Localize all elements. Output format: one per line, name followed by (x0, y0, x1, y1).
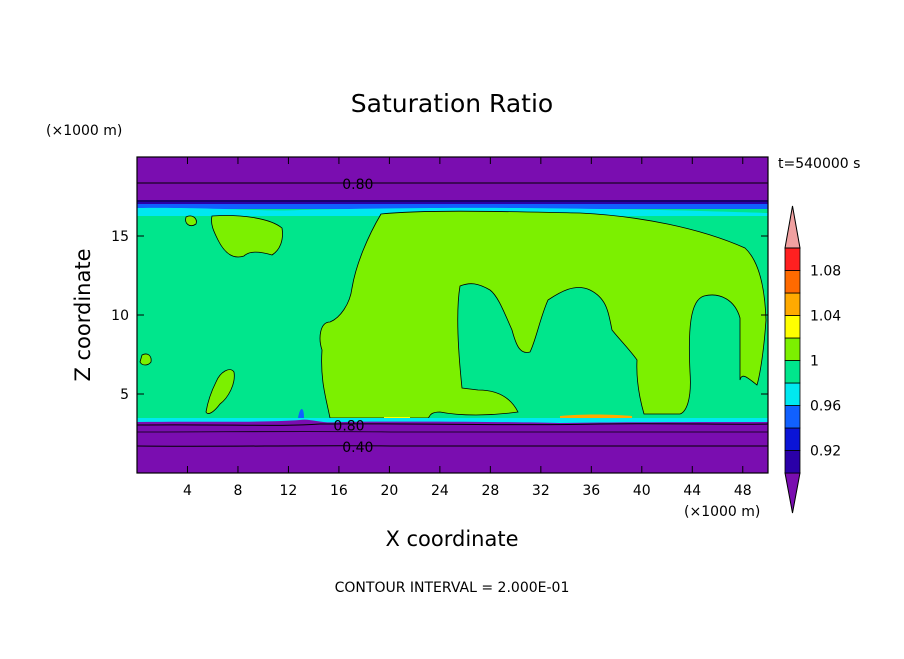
cloud-region-small-3 (185, 215, 197, 226)
contour-line-lower-060 (137, 431, 768, 433)
colorbar-swatch (784, 292, 801, 316)
colorbar-swatch (784, 247, 801, 271)
x-unit-label: (×1000 m) (684, 504, 760, 520)
colorbar-swatch (784, 450, 801, 474)
x-tick-label: 48 (734, 483, 752, 499)
colorbar-swatch (784, 360, 801, 384)
colorbar-label: 1.04 (810, 309, 841, 325)
cloud-region-main (319, 210, 767, 419)
y-tick-label: 5 (120, 387, 129, 403)
cloud-region-small-2 (139, 353, 152, 366)
y-tick-label: 15 (111, 229, 129, 245)
contour-label: 0.80 (342, 177, 373, 193)
colorbar-extend-low (784, 472, 801, 514)
contour-interval-note: CONTOUR INTERVAL = 2.000E-01 (335, 580, 570, 596)
contour-label: 0.40 (342, 440, 373, 456)
x-tick-label: 20 (380, 483, 398, 499)
colorbar-label: 1 (810, 354, 819, 370)
cloud-region-small-1 (205, 369, 235, 414)
y-axis-title: Z coordinate (71, 248, 95, 381)
colorbar-swatch (784, 337, 801, 361)
colorbar-swatch (784, 270, 801, 294)
colorbar-label: 1.08 (810, 264, 841, 280)
x-tick-label: 8 (233, 483, 242, 499)
y-unit-label: (×1000 m) (46, 123, 122, 139)
blue-blip (298, 409, 304, 418)
y-tick-label: 10 (111, 308, 129, 324)
x-tick-label: 16 (330, 483, 348, 499)
contour-line-lower-040 (137, 445, 768, 447)
x-tick-label: 44 (683, 483, 701, 499)
colorbar-label: 0.92 (810, 444, 841, 460)
colorbar-swatch (784, 382, 801, 406)
contour-label: 0.80 (333, 419, 364, 435)
chart-title: Saturation Ratio (351, 89, 553, 118)
colorbar-extend-high (784, 205, 801, 249)
plot-area (137, 157, 768, 473)
x-tick-label: 24 (431, 483, 449, 499)
colorbar-swatch (784, 315, 801, 339)
contour-line-lower-080 (137, 423, 768, 426)
colorbar-swatch (784, 427, 801, 451)
x-axis-title: X coordinate (385, 527, 518, 551)
x-tick-label: 36 (582, 483, 600, 499)
x-tick-label: 12 (280, 483, 298, 499)
x-tick-label: 40 (633, 483, 651, 499)
colorbar-label: 0.96 (810, 399, 841, 415)
time-label: t=540000 s (778, 156, 860, 172)
x-axis-ticks: 4 8 12 16 20 24 28 32 36 40 44 48 (183, 157, 752, 499)
x-tick-label: 28 (481, 483, 499, 499)
cloud-region-left (211, 215, 283, 258)
colorbar: 0.92 0.96 1 1.04 1.08 (784, 205, 841, 514)
upper-dry-band (137, 157, 768, 202)
y-axis-ticks: 5 10 15 (111, 229, 768, 403)
upper-band-blue1 (137, 200, 768, 205)
colorbar-swatch (784, 405, 801, 429)
upper-band-blue2 (137, 204, 768, 209)
contour-labels: 0.80 0.80 0.40 (333, 177, 373, 456)
x-tick-label: 32 (532, 483, 550, 499)
x-tick-label: 4 (183, 483, 192, 499)
